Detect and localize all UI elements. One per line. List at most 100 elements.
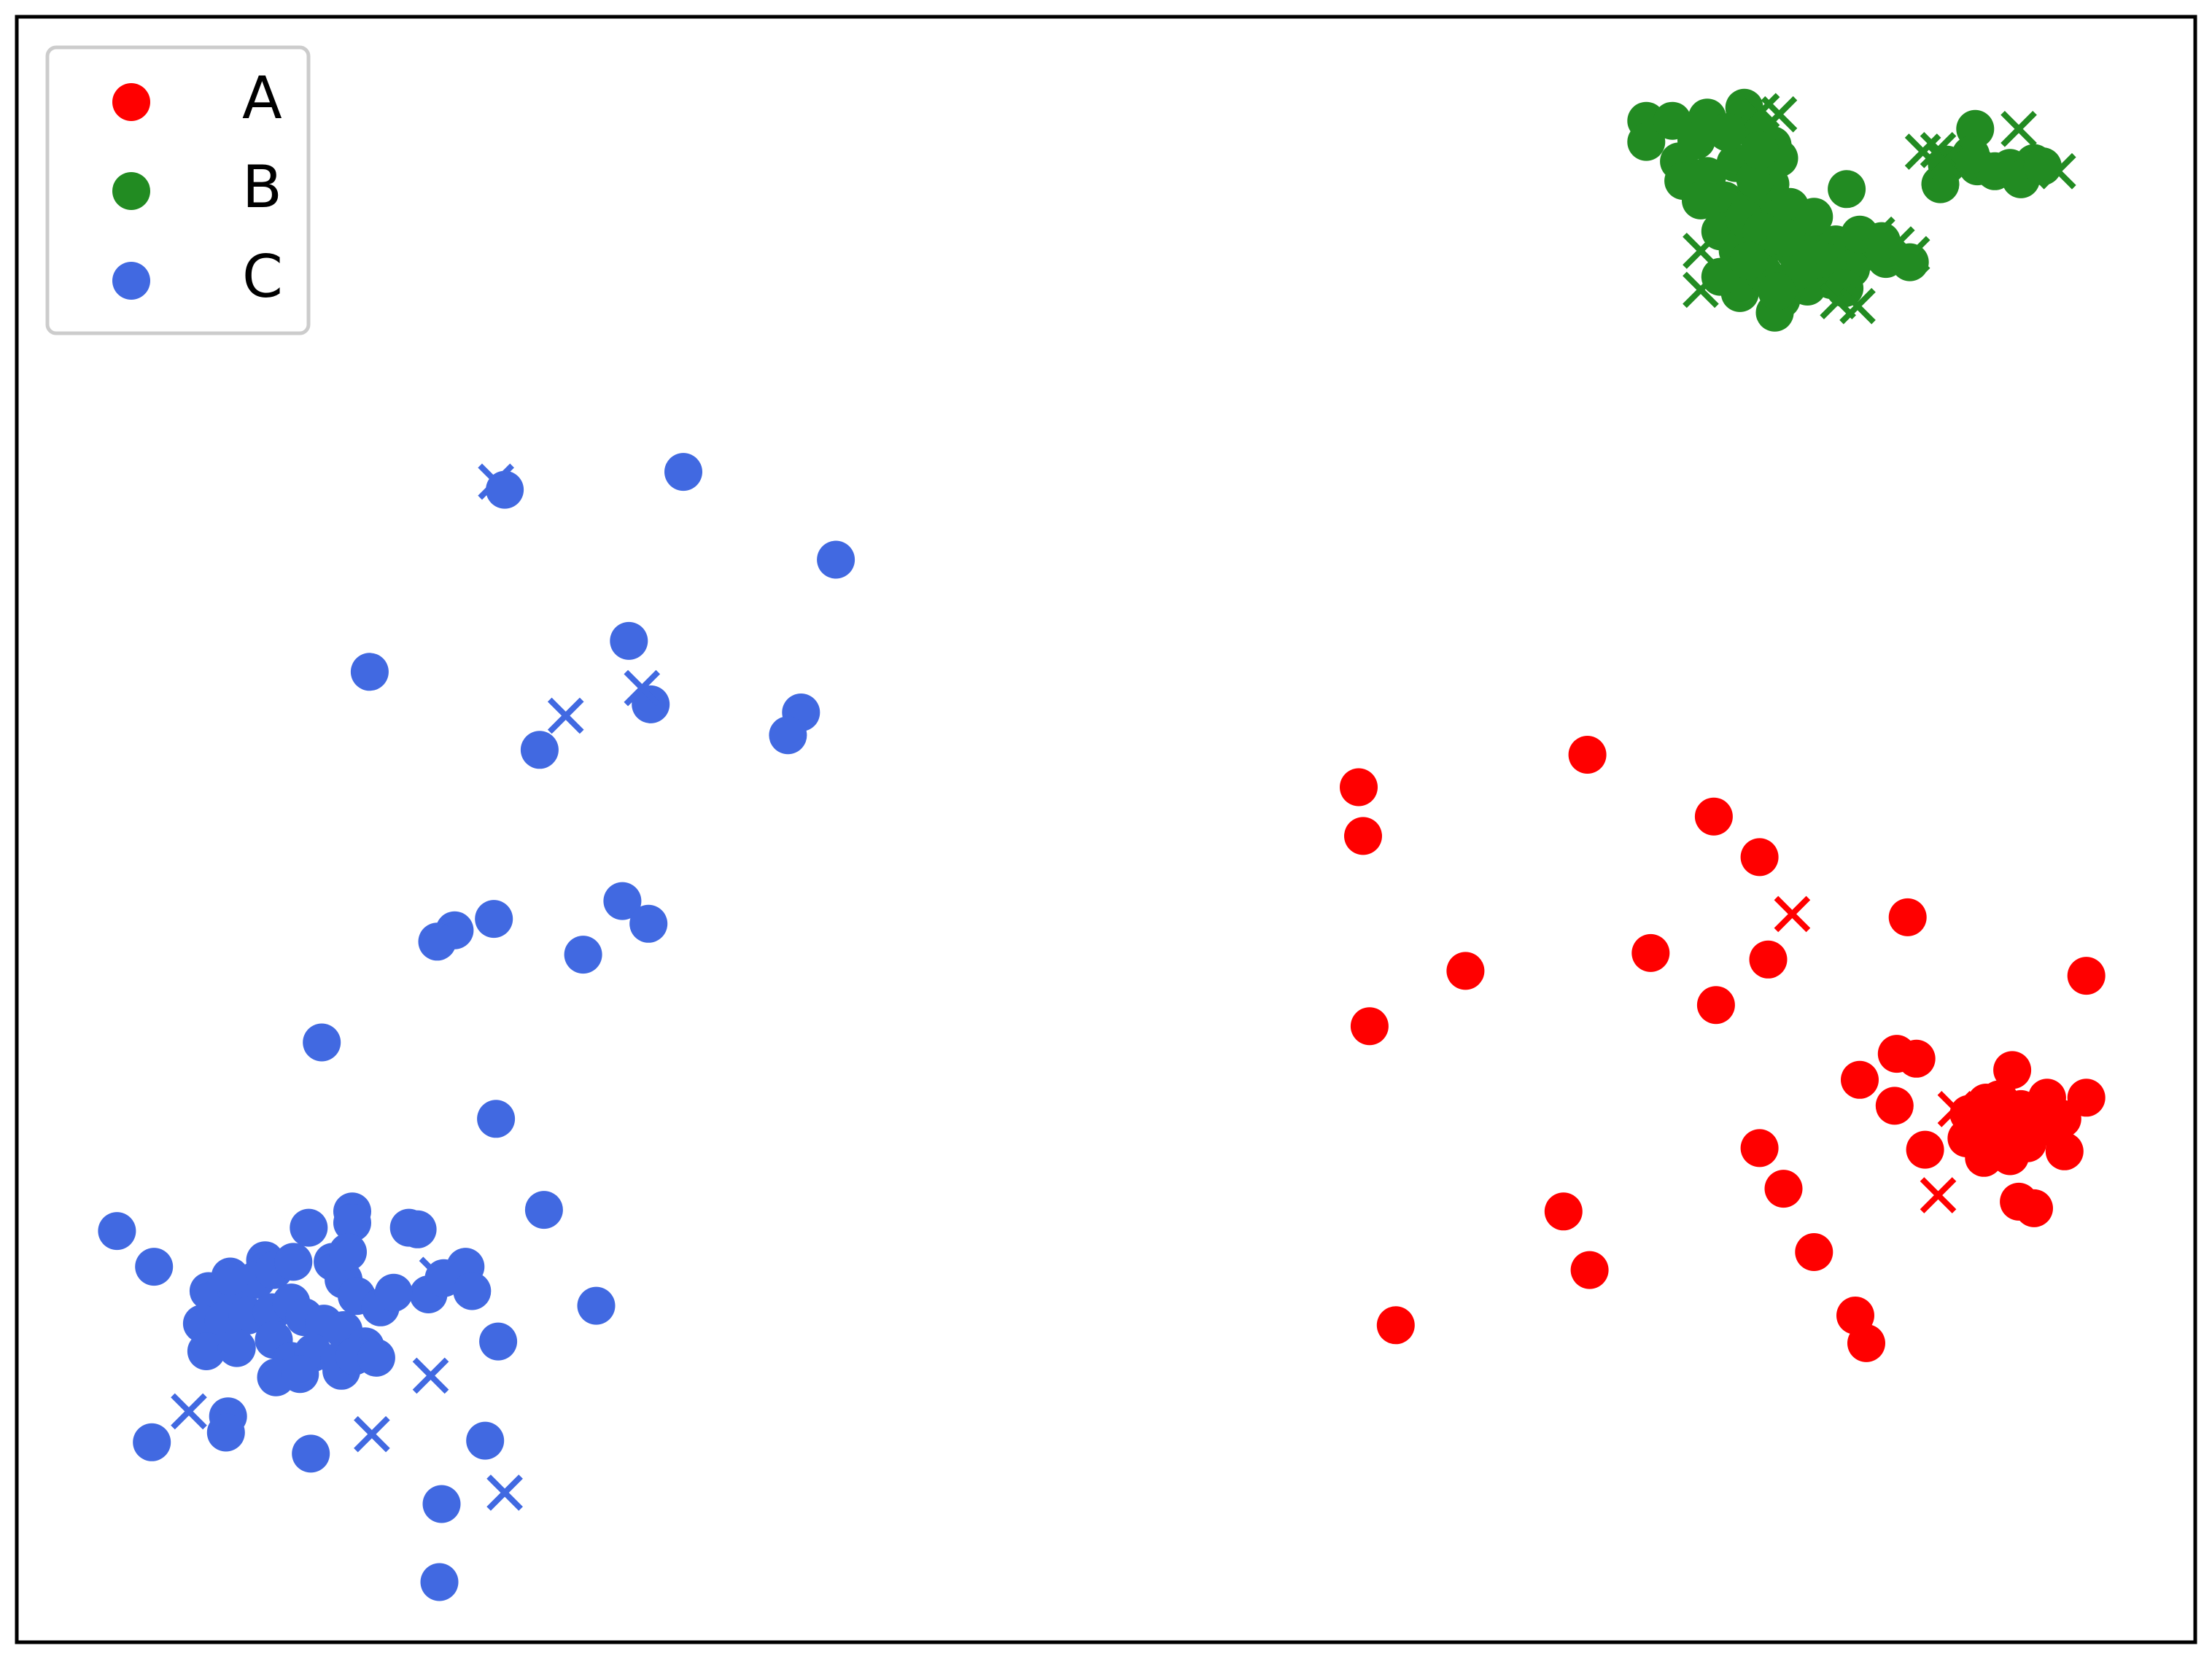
point-c-68 [357, 1338, 395, 1377]
legend-label-a: A [242, 64, 282, 132]
legend-label-b: B [242, 153, 282, 221]
point-b-1 [1627, 123, 1666, 161]
point-c-30 [206, 1413, 245, 1452]
legend-marker-b [112, 172, 150, 210]
point-b-58 [1740, 131, 1779, 169]
point-c-69 [374, 1273, 413, 1312]
point-a-1 [1344, 817, 1382, 855]
point-c-26 [577, 1286, 616, 1325]
cross-marker-b-8 [1893, 236, 1930, 273]
point-c-57 [187, 1332, 225, 1370]
point-c-7 [769, 716, 807, 755]
point-a-19 [1841, 1060, 1879, 1099]
point-b-60 [1758, 272, 1796, 311]
point-a-9 [1749, 940, 1788, 979]
point-c-27 [479, 1322, 518, 1361]
point-c-23 [290, 1208, 328, 1247]
legend-label-c: C [242, 243, 283, 311]
cross-marker-c-5 [354, 1415, 390, 1453]
cross-marker-c-1 [624, 669, 661, 707]
point-c-10 [629, 904, 668, 943]
point-a-25 [2067, 957, 2106, 995]
point-a-22 [1875, 1087, 1914, 1125]
point-c-70 [211, 1257, 249, 1296]
point-a-21 [1897, 1039, 1936, 1078]
point-b-40 [1952, 136, 1990, 174]
point-c-48 [453, 1272, 492, 1310]
point-a-29 [2045, 1132, 2084, 1170]
point-a-8 [1740, 838, 1779, 877]
point-a-6 [1694, 797, 1733, 836]
point-a-45 [1967, 1084, 2006, 1122]
cross-marker-b-5 [1839, 287, 1876, 325]
legend-box [45, 45, 311, 335]
point-c-19 [524, 1191, 563, 1229]
series-a [1340, 736, 2106, 1362]
cross-marker-a-1 [1920, 1177, 1957, 1213]
point-b-57 [1707, 113, 1746, 152]
point-a-28 [2015, 1189, 2053, 1227]
cross-marker-a-2 [1937, 1091, 1974, 1127]
point-b-59 [1682, 181, 1720, 219]
cross-marker-b-6 [1859, 216, 1895, 253]
point-a-18 [1888, 898, 1927, 936]
cross-marker-b-9 [1904, 133, 1941, 170]
point-a-10 [1740, 1129, 1779, 1167]
cross-marker-a-0 [1774, 895, 1811, 933]
cross-marker-c-7 [486, 1475, 523, 1511]
point-a-2 [1350, 1007, 1389, 1046]
point-c-15 [303, 1023, 341, 1062]
point-c-40 [274, 1243, 313, 1281]
cross-marker-b-12 [2039, 152, 2076, 190]
point-a-17 [1376, 1306, 1415, 1345]
point-a-15 [1544, 1192, 1583, 1231]
point-a-23 [1906, 1130, 1944, 1169]
point-a-11 [1764, 1170, 1803, 1208]
cross-marker-b-0 [1683, 233, 1719, 269]
cross-marker-c-3 [419, 1256, 456, 1294]
point-c-20 [98, 1212, 136, 1251]
point-c-32 [466, 1421, 505, 1460]
cross-marker-c-0 [478, 463, 514, 500]
point-c-58 [217, 1329, 256, 1367]
cross-marker-b-13 [1926, 143, 1963, 180]
point-c-16 [477, 1100, 516, 1138]
cross-marker-c-4 [171, 1393, 207, 1430]
point-c-2 [817, 540, 855, 579]
point-a-24 [1993, 1051, 2032, 1089]
point-b-54 [1729, 241, 1768, 280]
series-b [1627, 88, 2076, 332]
point-c-65 [281, 1355, 319, 1394]
point-b-30 [1828, 170, 1866, 209]
cross-marker-b-11 [2000, 110, 2037, 147]
point-a-0 [1340, 768, 1378, 807]
point-b-61 [1825, 269, 1864, 308]
point-c-3 [350, 653, 389, 691]
point-c-45 [398, 1210, 437, 1248]
point-c-28 [133, 1423, 171, 1461]
point-c-11 [475, 900, 513, 939]
point-c-1 [664, 453, 702, 492]
point-a-47 [1982, 1132, 2021, 1170]
point-a-16 [1570, 1251, 1609, 1289]
point-c-8 [520, 731, 559, 769]
point-b-22 [1890, 243, 1929, 281]
point-c-31 [292, 1434, 330, 1473]
point-c-4 [610, 621, 648, 660]
point-c-21 [135, 1248, 174, 1286]
legend: A B C [45, 45, 311, 335]
point-c-13 [418, 922, 457, 961]
cross-marker-b-1 [1683, 271, 1719, 308]
point-a-3 [1446, 952, 1485, 990]
point-a-7 [1696, 986, 1735, 1025]
point-a-46 [2013, 1101, 2051, 1140]
cross-marker-b-3 [1761, 96, 1798, 133]
point-a-4 [1568, 736, 1607, 774]
point-b-47 [1795, 198, 1833, 236]
cross-marker-c-2 [547, 697, 584, 734]
legend-marker-a [112, 83, 150, 121]
point-a-12 [1795, 1233, 1833, 1271]
point-c-71 [329, 1233, 367, 1271]
point-c-18 [333, 1203, 371, 1242]
